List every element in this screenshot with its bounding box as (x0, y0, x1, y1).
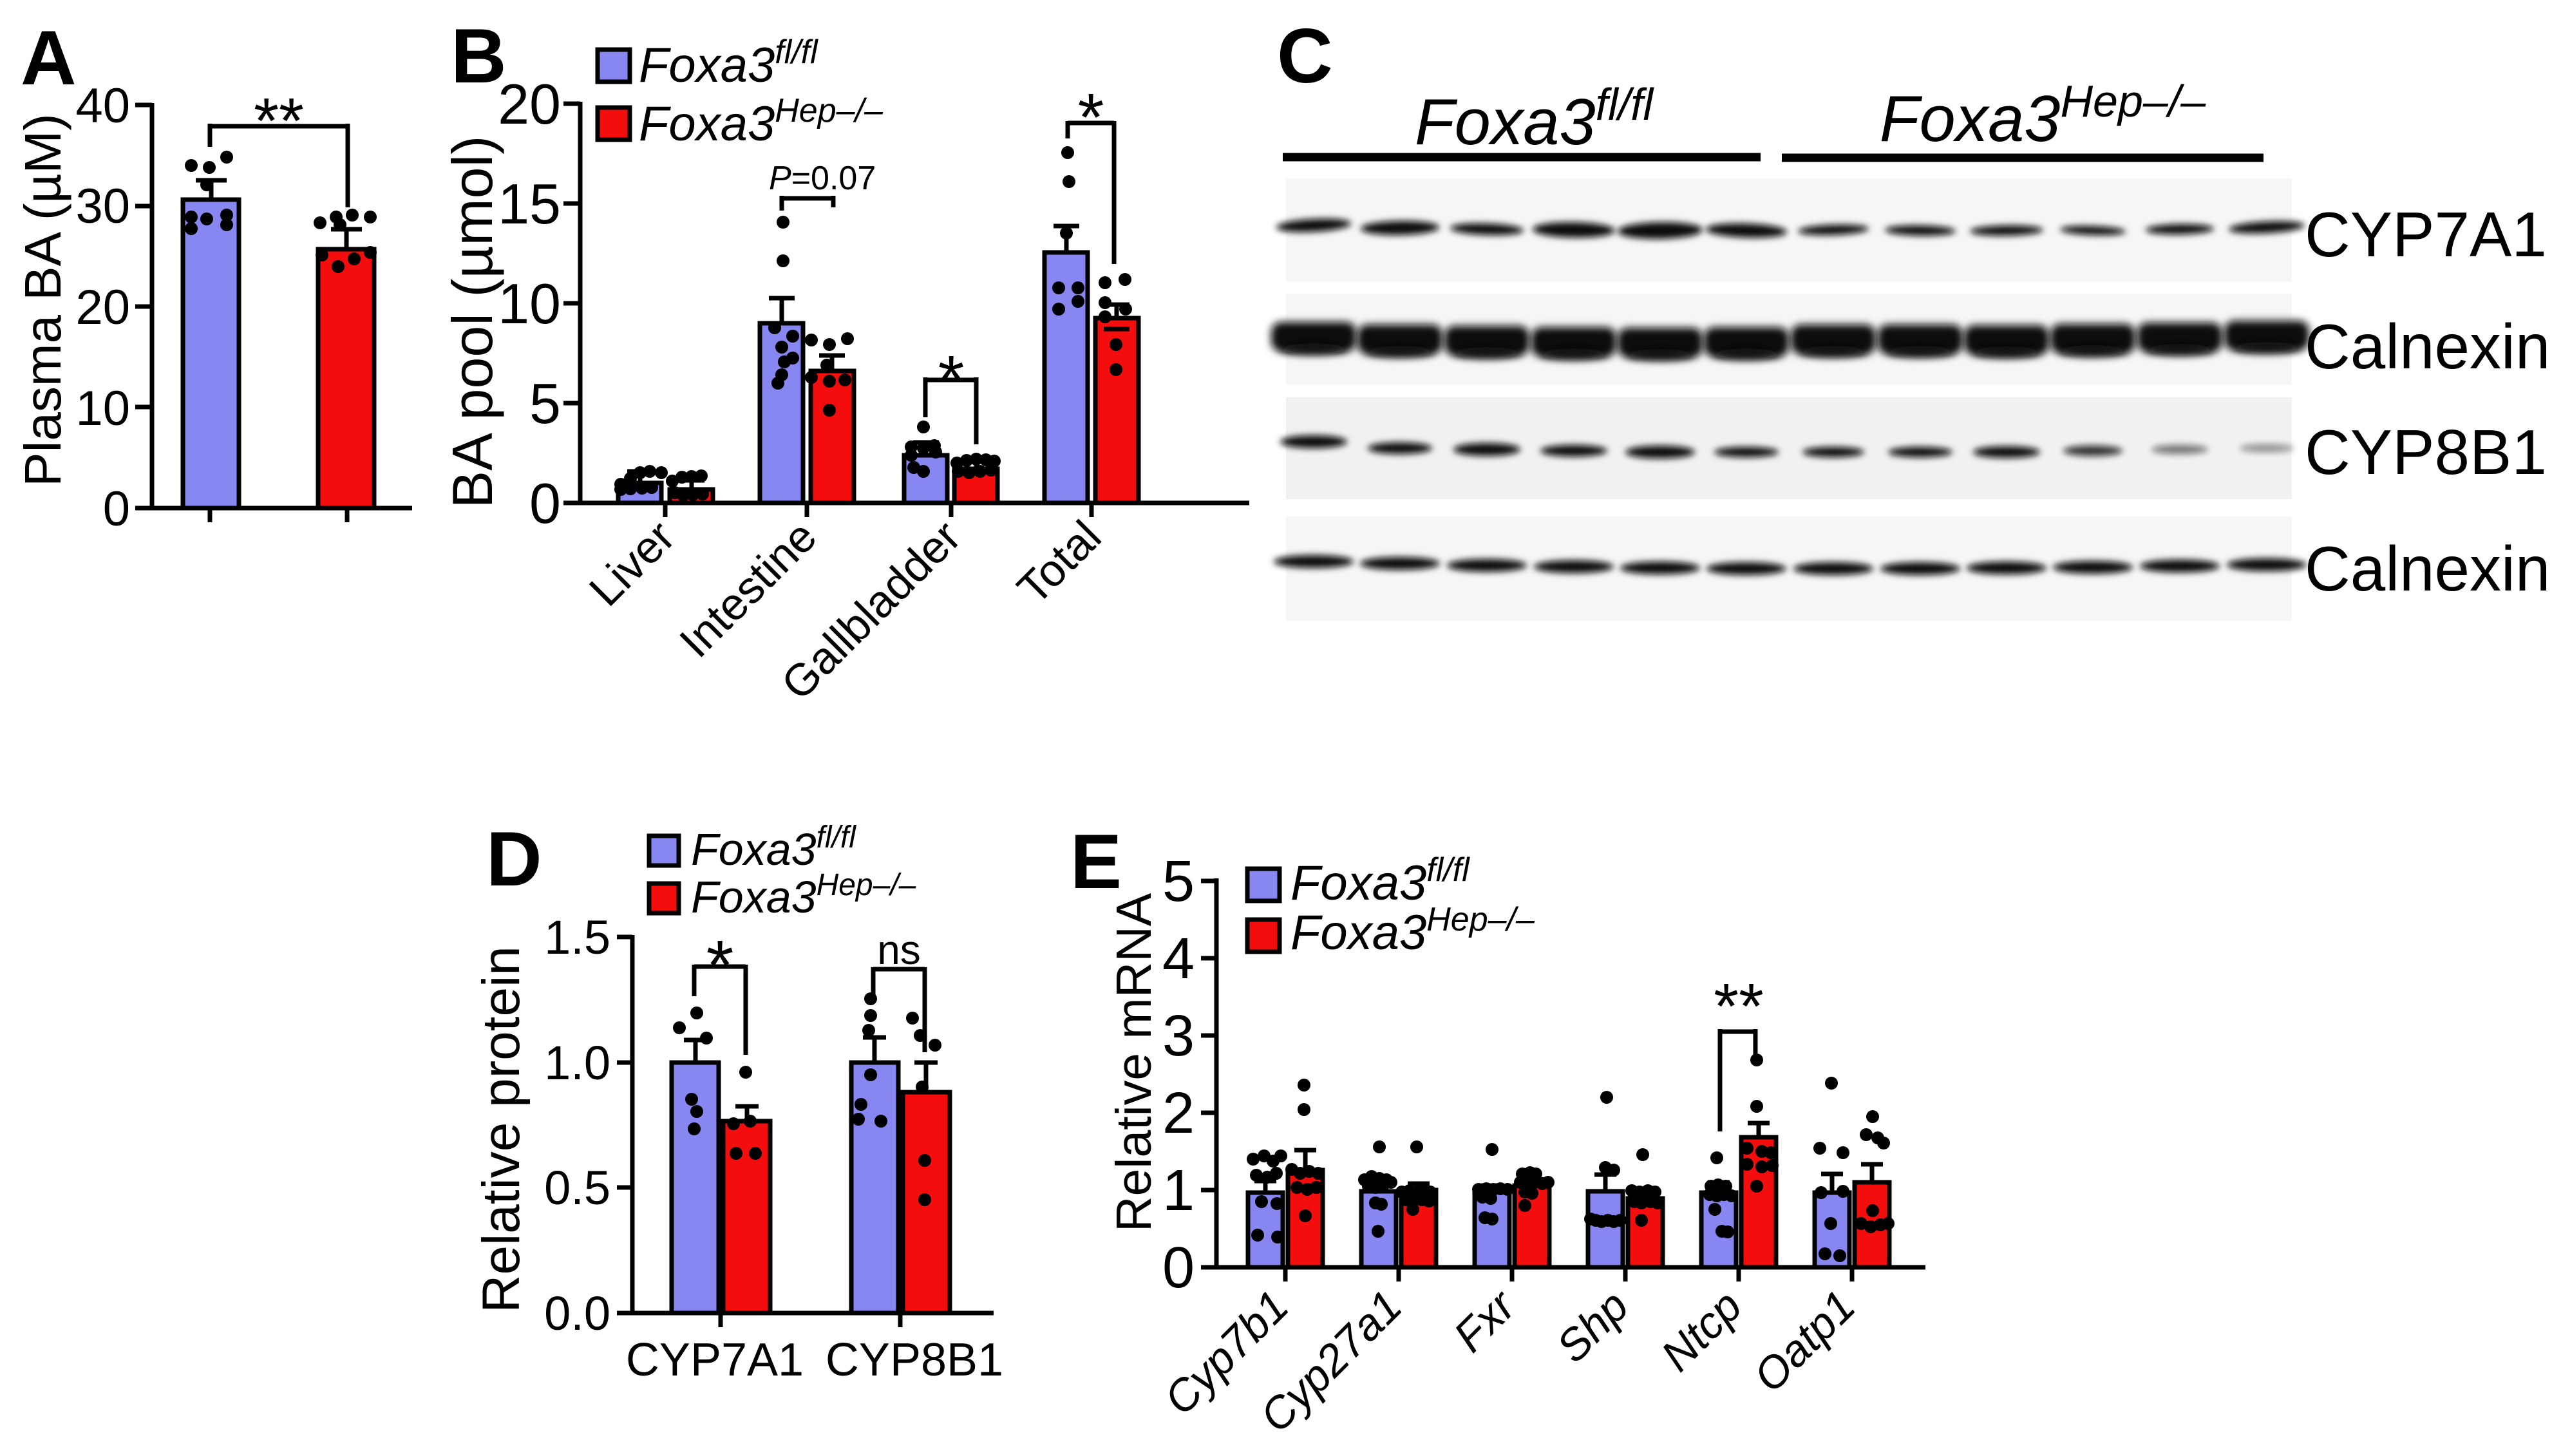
svg-text:Relative mRNA: Relative mRNA (1106, 893, 1162, 1232)
svg-text:30: 30 (75, 179, 130, 234)
svg-text:1.5: 1.5 (544, 911, 610, 964)
svg-text:0: 0 (103, 482, 130, 536)
svg-text:Foxa3Hep–/–: Foxa3Hep–/– (1290, 901, 1535, 960)
svg-text:15: 15 (498, 172, 561, 236)
svg-text:3: 3 (1162, 1004, 1195, 1068)
svg-text:Foxa3Hep–/–: Foxa3Hep–/– (639, 92, 884, 151)
svg-text:40: 40 (75, 79, 130, 133)
svg-text:E: E (1070, 818, 1122, 905)
svg-text:Plasma BA (µM): Plasma BA (µM) (14, 113, 71, 487)
svg-text:Calnexin: Calnexin (2305, 311, 2550, 382)
svg-text:Liver: Liver (580, 511, 684, 615)
svg-text:0: 0 (1162, 1236, 1195, 1300)
svg-text:Shp: Shp (1547, 1281, 1638, 1372)
svg-text:20: 20 (498, 72, 561, 136)
svg-text:1: 1 (1162, 1158, 1195, 1223)
svg-text:Foxa3Hep–/–: Foxa3Hep–/– (1880, 76, 2207, 155)
svg-text:Foxa3fl/fl: Foxa3fl/fl (639, 33, 818, 93)
svg-text:CYP8B1: CYP8B1 (2305, 417, 2547, 487)
svg-text:**: ** (254, 85, 304, 157)
svg-text:CYP8B1: CYP8B1 (826, 1334, 1003, 1386)
svg-text:*: * (1078, 80, 1104, 155)
svg-text:D: D (486, 816, 542, 902)
svg-text:1.0: 1.0 (544, 1036, 610, 1090)
svg-text:Total: Total (1008, 511, 1111, 614)
svg-text:*: * (706, 926, 734, 1005)
svg-text:*: * (938, 342, 965, 417)
svg-text:**: ** (1714, 970, 1764, 1043)
svg-text:20: 20 (75, 280, 130, 335)
svg-text:Foxa3fl/fl: Foxa3fl/fl (1415, 79, 1655, 158)
svg-text:A: A (21, 15, 77, 101)
svg-text:P=0.07: P=0.07 (769, 160, 876, 197)
svg-text:Calnexin: Calnexin (2305, 533, 2550, 604)
svg-text:0: 0 (529, 471, 561, 535)
svg-text:Foxa3Hep–/–: Foxa3Hep–/– (691, 868, 916, 922)
svg-text:Ntcp: Ntcp (1652, 1281, 1752, 1381)
svg-text:2: 2 (1162, 1081, 1195, 1146)
svg-text:CYP7A1: CYP7A1 (626, 1334, 804, 1386)
svg-text:10: 10 (75, 381, 130, 436)
svg-text:Foxa3fl/fl: Foxa3fl/fl (691, 820, 856, 875)
svg-text:CYP7A1: CYP7A1 (2305, 199, 2547, 270)
svg-text:C: C (1277, 13, 1333, 99)
svg-text:5: 5 (529, 372, 561, 435)
svg-text:5: 5 (1162, 849, 1195, 914)
svg-text:B: B (451, 13, 507, 99)
svg-text:10: 10 (498, 272, 561, 336)
svg-text:ns: ns (877, 927, 921, 973)
svg-text:BA pool (µmol): BA pool (µmol) (440, 136, 504, 509)
svg-text:0.5: 0.5 (544, 1161, 610, 1215)
svg-text:Relative protein: Relative protein (472, 946, 531, 1313)
svg-text:Fxr: Fxr (1444, 1280, 1526, 1361)
svg-text:Oatp1: Oatp1 (1744, 1281, 1864, 1401)
svg-text:4: 4 (1162, 927, 1195, 991)
svg-text:0.0: 0.0 (544, 1287, 610, 1340)
